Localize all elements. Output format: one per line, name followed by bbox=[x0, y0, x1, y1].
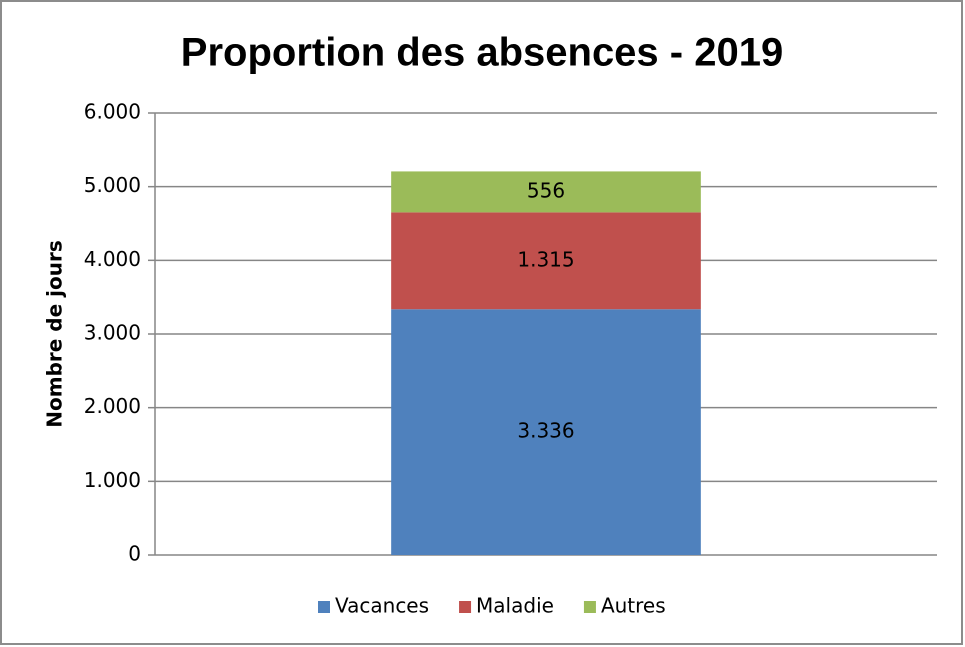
legend-swatch bbox=[318, 601, 330, 613]
data-label: 3.336 bbox=[517, 419, 574, 443]
chart-title: Proportion des absences - 2019 bbox=[181, 31, 783, 75]
data-label: 556 bbox=[527, 178, 565, 202]
bar-segment bbox=[391, 171, 701, 213]
y-tick-label: 1.000 bbox=[84, 468, 141, 492]
y-tick-label: 2.000 bbox=[84, 394, 141, 418]
y-tick-label: 4.000 bbox=[84, 247, 141, 271]
legend-swatch bbox=[583, 601, 596, 613]
bar-segment bbox=[391, 309, 701, 555]
y-tick-label: 6.000 bbox=[84, 100, 141, 124]
legend-label: Maladie bbox=[476, 594, 554, 618]
data-label: 1.315 bbox=[517, 247, 574, 271]
legend-swatch bbox=[459, 601, 472, 613]
bar-segment bbox=[391, 212, 701, 310]
y-tick-label: 5.000 bbox=[84, 173, 141, 197]
y-tick-label: 3.000 bbox=[84, 321, 141, 345]
y-tick-label: 0 bbox=[128, 542, 141, 566]
legend-label: Autres bbox=[601, 594, 666, 618]
y-axis-label: Nombre de jours bbox=[43, 240, 67, 427]
legend-label: Vacances bbox=[335, 594, 429, 618]
